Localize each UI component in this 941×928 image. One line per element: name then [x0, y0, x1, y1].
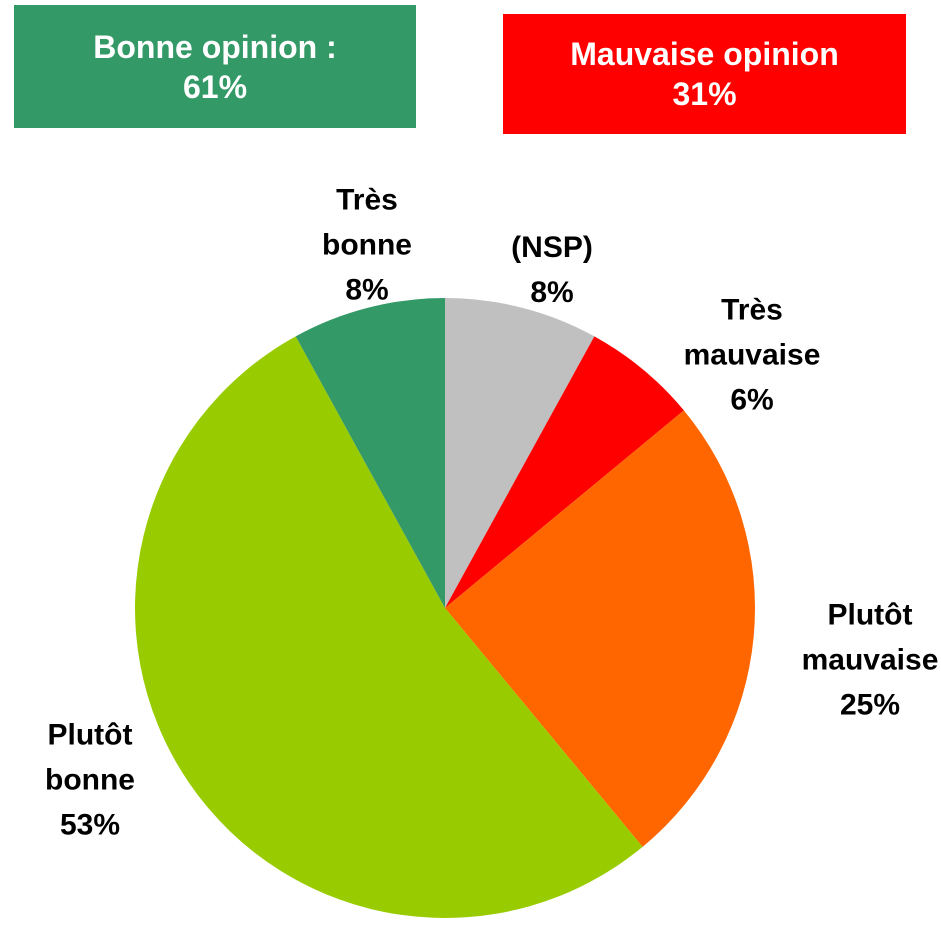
category-label: Plutôt mauvaise: [801, 598, 939, 677]
slice-label: Plutôt bonne 53%: [45, 713, 135, 848]
category-label: (NSP): [511, 231, 593, 264]
pie-slice: [445, 410, 756, 847]
slice-label: (NSP) 8%: [511, 225, 593, 315]
pie-slice: [445, 336, 684, 608]
summary-text: Mauvaise opinion: [570, 36, 839, 72]
value-label: 53%: [59, 808, 121, 842]
pie-slice: [445, 298, 595, 608]
category-label: Plutôt bonne: [45, 718, 136, 797]
value-label: 6%: [730, 383, 774, 417]
pie-slice: [135, 336, 643, 918]
value-label: 8%: [530, 276, 574, 309]
summary-value: 31%: [672, 76, 737, 112]
category-label: Très mauvaise: [683, 293, 821, 372]
slice-label: Plutôt mauvaise 25%: [802, 593, 939, 728]
summary-box: Mauvaise opinion 31%: [503, 14, 906, 134]
value-label: 8%: [345, 273, 389, 307]
pie-slice: [295, 298, 445, 608]
slice-label: Très mauvaise 6%: [684, 288, 821, 423]
summary-box: Bonne opinion :61%: [14, 5, 416, 128]
category-label: Très bonne: [322, 183, 413, 262]
summary-text: Bonne opinion :: [93, 28, 337, 65]
slice-label: Très bonne 8%: [322, 178, 412, 313]
summary-value: 61%: [182, 68, 248, 105]
value-label: 25%: [839, 688, 901, 722]
